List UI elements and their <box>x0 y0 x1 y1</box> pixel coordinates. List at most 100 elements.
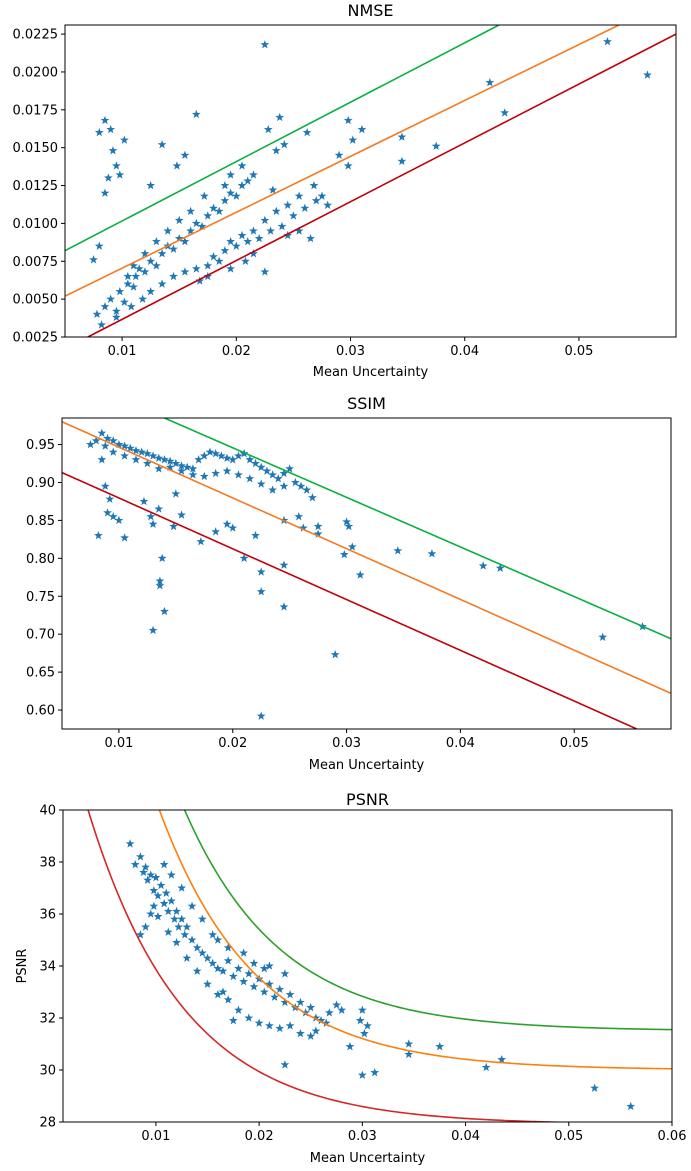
scatter-point <box>222 519 232 528</box>
x-tick-label: 0.02 <box>218 736 247 751</box>
scatter-point <box>228 523 238 532</box>
y-tick-label: 0.0125 <box>13 179 59 194</box>
x-tick-label: 0.03 <box>332 736 361 751</box>
scatter-point <box>148 625 158 635</box>
scatter-point <box>114 439 124 449</box>
scatter-point <box>279 481 289 490</box>
scatter-point <box>311 196 321 205</box>
ssim-fit-line <box>62 421 671 695</box>
scatter-point <box>140 249 150 258</box>
scatter-point <box>160 455 169 464</box>
scatter-point <box>228 971 238 981</box>
scatter-point <box>131 446 141 455</box>
scatter-point <box>187 935 197 944</box>
y-tick-label: 32 <box>39 1012 56 1027</box>
scatter-point <box>598 632 608 641</box>
psnr-fit-curve <box>158 810 672 1070</box>
scatter-point <box>177 914 187 923</box>
scatter-point <box>149 886 159 895</box>
scatter-point <box>244 969 254 978</box>
scatter-point <box>222 453 232 462</box>
y-tick-label: 40 <box>39 804 56 819</box>
scatter-point <box>345 1042 355 1051</box>
scatter-point <box>146 870 156 879</box>
scatter-point <box>214 256 224 265</box>
scatter-point <box>260 40 270 49</box>
scatter-point <box>191 218 201 228</box>
nmse-fit-line <box>65 25 620 297</box>
scatter-point <box>397 132 407 141</box>
scatter-point <box>324 1008 334 1017</box>
scatter-point <box>355 1016 365 1025</box>
y-tick-label: 0.0100 <box>13 217 59 232</box>
scatter-point <box>197 221 207 231</box>
scatter-point <box>260 267 270 276</box>
x-tick-label: 0.02 <box>222 344 251 359</box>
scatter-point <box>495 563 505 572</box>
x-tick-label: 0.04 <box>451 1129 480 1144</box>
scatter-point <box>268 185 278 194</box>
nmse-title: NMSE <box>347 1 393 20</box>
scatter-point <box>393 546 403 555</box>
scatter-point <box>275 1023 285 1033</box>
scatter-point <box>211 468 221 478</box>
scatter-point <box>256 479 266 488</box>
nmse-plot-frame <box>64 24 677 338</box>
x-tick-label: 0.03 <box>336 344 365 359</box>
scatter-point <box>89 255 98 264</box>
scatter-point <box>271 206 281 216</box>
scatter-point <box>220 196 230 205</box>
scatter-point <box>153 891 163 900</box>
scatter-point <box>148 519 158 528</box>
scatter-point <box>146 256 156 265</box>
scatter-point <box>275 112 285 122</box>
scatter-point <box>357 1070 367 1079</box>
scatter-point <box>404 1039 414 1048</box>
scatter-point <box>180 236 190 246</box>
ssim-chart: SSIM 0.01 0.02 0.03 0.04 0.05 0.60 0.65 0.70 0.7… <box>26 394 672 773</box>
scatter-point <box>126 302 136 311</box>
scatter-point <box>231 241 241 250</box>
scatter-point <box>165 462 175 472</box>
scatter-point <box>254 1018 264 1027</box>
scatter-point <box>220 246 230 255</box>
scatter-point <box>245 474 255 483</box>
scatter-point <box>203 979 212 988</box>
psnr-ylabel: PSNR <box>15 949 30 984</box>
y-tick-label: 0.0075 <box>13 255 59 270</box>
scatter-point <box>285 990 295 999</box>
x-tick-label: 0.03 <box>348 1129 377 1144</box>
scatter-point <box>146 286 156 296</box>
scatter-point <box>104 173 113 182</box>
scatter-point <box>163 906 173 916</box>
scatter-point <box>357 124 367 134</box>
ssim-upper-line <box>164 418 671 640</box>
scatter-point <box>289 211 298 220</box>
scatter-point <box>151 236 161 246</box>
scatter-point <box>209 252 218 261</box>
nmse-upper-line <box>65 25 500 252</box>
scatter-point <box>643 70 652 79</box>
scatter-point <box>223 943 233 952</box>
scatter-point <box>148 451 158 460</box>
scatter-point <box>397 156 407 166</box>
scatter-point <box>427 549 437 558</box>
scatter-point <box>404 1049 414 1059</box>
scatter-point <box>108 146 118 155</box>
scatter-point <box>234 451 243 460</box>
scatter-point <box>180 150 190 159</box>
scatter-point <box>280 969 290 978</box>
scatter-point <box>172 938 181 947</box>
scatter-point <box>478 561 488 570</box>
scatter-point <box>344 521 354 531</box>
scatter-point <box>485 77 495 87</box>
scatter-point <box>188 464 198 473</box>
scatter-point <box>92 309 102 318</box>
scatter-point <box>237 230 247 240</box>
scatter-point <box>302 485 312 494</box>
scatter-point <box>209 203 218 212</box>
ssim-lower-line <box>62 471 638 729</box>
scatter-point <box>123 279 133 288</box>
scatter-point <box>228 455 238 464</box>
scatter-point <box>313 529 323 538</box>
